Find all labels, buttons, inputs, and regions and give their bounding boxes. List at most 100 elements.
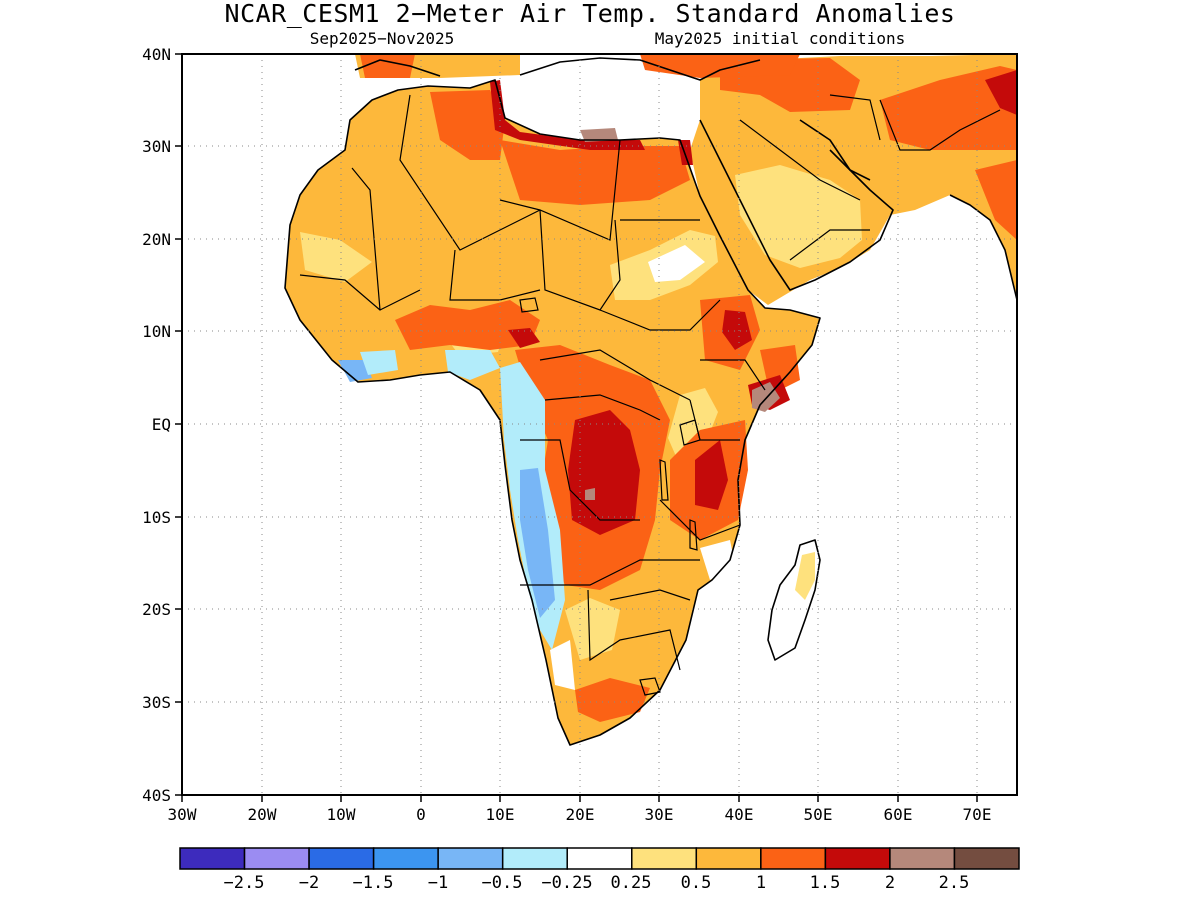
- map-outlines: [284, 57, 1017, 746]
- country-borders: [299, 94, 1001, 696]
- colorbar-label: 2.5: [939, 873, 970, 893]
- lat-label: 10N: [142, 322, 171, 341]
- colorbar-swatch: [501, 847, 568, 870]
- border-south-2: [587, 589, 681, 671]
- latitude-labels: 40N 30N 20N 10N EQ 10S 20S 30S 40S: [142, 45, 171, 805]
- border-east-3: [659, 499, 741, 541]
- anomaly-ethiopia-red: [722, 310, 752, 350]
- colorbar-label: −1.5: [353, 873, 394, 893]
- colorbar-labels: −2.5 −2 −1.5 −1 −0.5 −0.25 0.25 0.5 1 1.…: [224, 873, 970, 893]
- anomaly-west-red: [508, 328, 540, 348]
- colorbar-label: 2: [885, 873, 895, 893]
- anomaly-europe: [360, 54, 415, 78]
- border-south-1: [520, 559, 700, 586]
- lat-label: 10S: [142, 508, 171, 527]
- colorbar-swatch: [695, 847, 762, 870]
- period-subtitle: Sep2025−Nov2025: [310, 29, 455, 48]
- longitude-axis: [181, 795, 978, 802]
- anomaly-congo-red: [568, 410, 640, 535]
- anomaly-west-coast-cool2: [520, 468, 555, 618]
- anomaly-iran-asia: [880, 66, 1017, 150]
- colorbar-label: 1.5: [810, 873, 841, 893]
- lat-label: 40S: [142, 786, 171, 805]
- init-conditions-subtitle: May2025 initial conditions: [655, 29, 905, 48]
- lake-chad: [519, 297, 539, 313]
- anomaly-sudan-white: [648, 245, 705, 282]
- anomaly-somalia-brown: [752, 382, 780, 412]
- border-asia-2: [829, 94, 881, 141]
- colorbar-swatch: [953, 847, 1020, 870]
- border-sahel-4: [599, 299, 721, 331]
- colorbar-label: −1: [428, 873, 448, 893]
- lon-label: 0: [416, 805, 426, 824]
- border-central-3: [520, 439, 640, 521]
- lon-label: 60E: [884, 805, 913, 824]
- border-sahara-1: [351, 167, 381, 311]
- lat-label: EQ: [152, 415, 171, 434]
- border-central-1: [539, 349, 691, 401]
- lon-label: 10E: [486, 805, 515, 824]
- colorbar-label: −0.5: [482, 873, 523, 893]
- border-sahel-3: [299, 274, 421, 311]
- border-arabia-2: [789, 229, 870, 261]
- europe-coast: [354, 59, 441, 77]
- colorbar-label: −2.5: [224, 873, 265, 893]
- colorbar-swatch: [566, 847, 633, 870]
- anomaly-southafrica-orange: [575, 678, 650, 722]
- mediterranean-north-coast: [519, 57, 761, 81]
- latitude-axis: [175, 53, 182, 796]
- border-asia-1: [879, 99, 1001, 151]
- longitude-labels: 30W 20W 10W 0 10E 20E 30E 40E 50E 60E 70…: [168, 805, 992, 824]
- lon-label: 40E: [725, 805, 754, 824]
- anomaly-arabia-light: [735, 165, 862, 268]
- colorbar-swatches: [179, 847, 1020, 870]
- lat-label: 20N: [142, 230, 171, 249]
- border-arabia-1: [739, 119, 861, 201]
- plot-area: [182, 54, 1017, 795]
- lat-label: 30N: [142, 137, 171, 156]
- lon-label: 20E: [566, 805, 595, 824]
- colorbar: −2.5 −2 −1.5 −1 −0.5 −0.25 0.25 0.5 1 1.…: [179, 847, 1020, 893]
- anomaly-shading: [285, 54, 1017, 745]
- anomaly-sahara-north: [430, 90, 505, 160]
- border-sahara-2: [399, 94, 541, 251]
- anomaly-congo-brown: [585, 488, 595, 500]
- border-sahara-3: [499, 139, 621, 241]
- anomaly-gulf-guinea-cool: [445, 350, 500, 380]
- colorbar-swatch: [179, 847, 246, 870]
- anomaly-china-red: [985, 70, 1017, 115]
- red-sea-arabia-coast: [699, 119, 894, 291]
- lon-label: 20W: [248, 805, 277, 824]
- lat-label: 40N: [142, 45, 171, 64]
- lake-victoria: [679, 419, 701, 446]
- lakes: [519, 297, 701, 551]
- persian-gulf-coast: [799, 119, 871, 181]
- madagascar-coast: [767, 539, 821, 661]
- colorbar-swatch: [760, 847, 827, 870]
- lon-label: 30W: [168, 805, 197, 824]
- colorbar-swatch: [889, 847, 956, 870]
- lon-label: 70E: [963, 805, 992, 824]
- colorbar-swatch: [372, 847, 439, 870]
- anomaly-sahel-light: [300, 232, 372, 282]
- lake-malawi: [689, 519, 698, 551]
- colorbar-swatch: [631, 847, 698, 870]
- colorbar-label: −2: [299, 873, 319, 893]
- anomaly-india: [975, 160, 1017, 240]
- anomaly-angola-white: [550, 640, 575, 690]
- anomaly-libya-brown: [580, 128, 618, 142]
- anomaly-libya-red: [490, 80, 645, 150]
- anomaly-guinea-coast-light: [360, 350, 398, 375]
- colorbar-swatch: [308, 847, 375, 870]
- anomaly-guinea-coast-cool: [338, 360, 372, 382]
- anomaly-madagascar: [795, 552, 815, 600]
- colorbar-label: 0.5: [681, 873, 712, 893]
- colorbar-swatch: [824, 847, 891, 870]
- lon-label: 10W: [327, 805, 356, 824]
- colorbar-label: 0.25: [611, 873, 652, 893]
- anomaly-libya-egypt: [500, 140, 690, 205]
- colorbar-swatch: [437, 847, 504, 870]
- border-central-2: [544, 394, 661, 421]
- border-east-1: [700, 359, 766, 391]
